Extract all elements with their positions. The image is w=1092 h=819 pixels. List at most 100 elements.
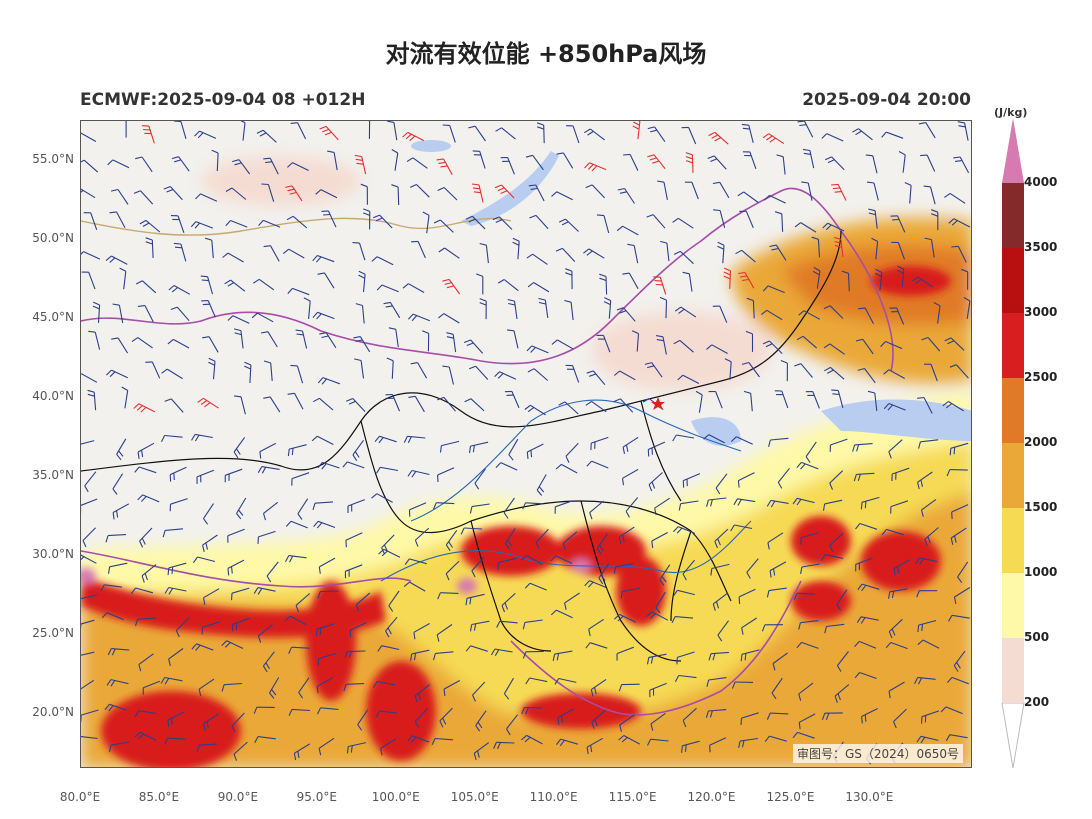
wind-barb-feather (861, 584, 867, 592)
wind-barb-feather (507, 298, 515, 302)
wind-barb-feather (227, 568, 230, 576)
wind-barb (292, 287, 310, 296)
wind-barb (526, 734, 543, 745)
wind-barb (781, 213, 784, 232)
wind-barb-feather (106, 679, 112, 686)
wind-barb (562, 152, 574, 169)
wind-barb-feather (81, 189, 84, 193)
wind-barb (812, 391, 820, 409)
wind-barb (659, 277, 667, 295)
wind-barb-feather (385, 305, 393, 308)
wind-barb (409, 558, 427, 565)
wind-barb-feather (112, 488, 118, 495)
wind-barb-feather (527, 282, 534, 288)
wind-barb-feather (911, 276, 919, 282)
wind-barb-feather (560, 715, 563, 723)
wind-barb (688, 127, 697, 145)
wind-barb-feather (705, 710, 709, 718)
wind-barb-feather (286, 215, 294, 221)
wind-barb (636, 333, 640, 352)
wind-barb (472, 681, 486, 696)
wind-barb-feather (138, 664, 142, 672)
wind-barb-feather (770, 500, 776, 508)
wind-barb-feather (874, 272, 882, 277)
wind-barb (416, 184, 430, 198)
wind-barb-feather (596, 214, 605, 217)
wind-barb-feather (469, 506, 473, 514)
wind-barb-feather (134, 731, 141, 738)
wind-barb-feather (841, 270, 849, 274)
wind-barb (861, 496, 880, 503)
wind-barb-feather (353, 336, 361, 339)
wind-barb-feather (203, 518, 209, 525)
wind-barb (347, 499, 365, 507)
wind-barb-feather (259, 451, 262, 459)
wind-barb (348, 742, 367, 748)
wind-barb-feather (403, 436, 408, 443)
wind-barb-feather (586, 460, 593, 467)
wind-barb (415, 707, 429, 722)
wind-barb-feather (387, 627, 392, 635)
wind-barb (263, 501, 279, 514)
wind-barb-feather (762, 133, 770, 139)
wind-barb (164, 434, 183, 438)
wind-barb (216, 152, 219, 172)
wind-barb (807, 182, 813, 201)
wind-barb (830, 438, 848, 446)
wind-barb-feather (468, 365, 476, 370)
wind-barb (411, 649, 430, 655)
wind-barb (917, 276, 934, 288)
wind-barb-feather (766, 135, 773, 141)
wind-barb (361, 305, 365, 324)
wind-barb (94, 332, 101, 350)
wind-barb (750, 393, 753, 412)
wind-barb-feather (944, 192, 951, 198)
wind-barb-feather (431, 738, 436, 746)
wind-barb-feather (857, 473, 861, 481)
wind-barb-feather (632, 125, 640, 130)
wind-barb-feather (175, 630, 180, 638)
wind-barb (333, 152, 338, 171)
wind-barb-feather (888, 631, 893, 639)
wind-barb-feather (556, 653, 560, 661)
wind-barb-feather (139, 219, 147, 225)
wind-barb-feather (297, 513, 303, 520)
wind-barb-feather (620, 591, 623, 599)
wind-barb (135, 587, 154, 594)
wind-barb (320, 189, 338, 199)
wind-barb-feather (104, 703, 110, 711)
wind-barb-feather (411, 736, 417, 743)
wind-barb-feather (282, 248, 290, 255)
wind-barb (688, 273, 693, 292)
wind-barb (775, 244, 787, 261)
wind-barb-feather (312, 255, 318, 262)
wind-barb (874, 210, 878, 229)
wind-barb-feather (856, 616, 862, 623)
wind-barb (557, 708, 574, 719)
wind-barb (527, 443, 544, 453)
wind-barb-feather (476, 273, 483, 277)
wind-barb (834, 684, 850, 697)
wind-barb-feather (746, 297, 754, 302)
wind-barb-feather (920, 509, 924, 517)
wind-barb-feather (771, 692, 777, 700)
wind-barb-feather (953, 156, 961, 159)
wind-barb (768, 133, 785, 145)
wind-barb (623, 307, 636, 322)
wind-barb-feather (266, 575, 272, 583)
wind-barb (472, 215, 486, 230)
wind-barb-feather (355, 604, 360, 612)
wind-barb (231, 587, 250, 594)
wind-barb (258, 624, 273, 637)
wind-barb (314, 501, 334, 504)
wind-barb (633, 245, 639, 264)
wind-barb-feather (717, 634, 723, 642)
wind-barb-feather (945, 403, 953, 409)
wind-barb-feather (858, 307, 866, 310)
wind-barb (200, 193, 218, 202)
wind-barb (316, 677, 334, 687)
wind-barb (708, 709, 727, 712)
wind-barb-feather (171, 287, 178, 293)
wind-barb-feather (654, 280, 662, 282)
wind-barb (112, 503, 130, 513)
